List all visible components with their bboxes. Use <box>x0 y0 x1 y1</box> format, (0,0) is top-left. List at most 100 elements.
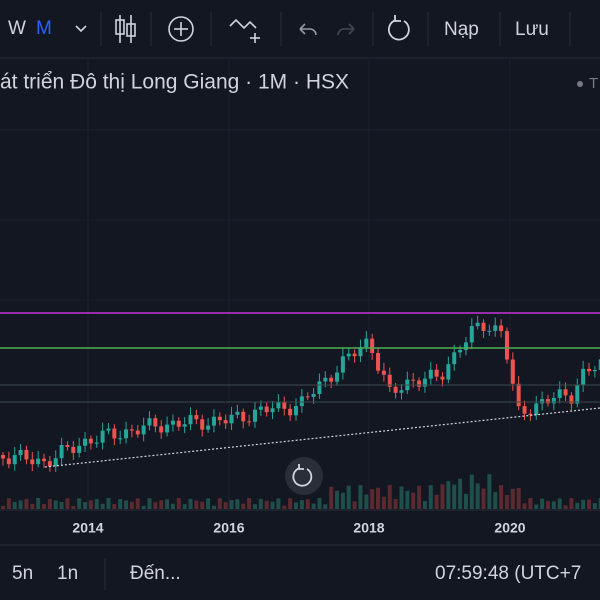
volume-bar <box>475 483 480 509</box>
candle-body <box>440 376 445 380</box>
volume-bar <box>53 500 58 509</box>
volume-bar <box>370 489 375 509</box>
candle-body <box>452 352 457 365</box>
load-button[interactable]: Nạp <box>444 19 479 40</box>
indicators-icon[interactable] <box>229 18 260 43</box>
candle-body <box>241 411 246 422</box>
volume-bar <box>499 485 504 509</box>
volume-bar <box>77 498 82 509</box>
candle-body <box>106 428 111 431</box>
volume-bar <box>493 492 498 509</box>
candle-body <box>422 378 427 387</box>
volume-bar <box>540 498 545 509</box>
candle-body <box>217 416 222 421</box>
save-button[interactable]: Lưu <box>515 19 549 40</box>
candle-body <box>499 325 504 332</box>
candle-body <box>563 389 568 396</box>
candle-body <box>598 359 600 370</box>
volume-bar <box>522 503 527 509</box>
candle-body <box>258 406 263 410</box>
volume-bar <box>592 503 597 509</box>
volume-bar <box>135 498 140 509</box>
volume-bar <box>71 505 76 509</box>
candle-body <box>569 395 574 404</box>
volume-bar <box>335 490 340 509</box>
candle-body <box>493 325 498 331</box>
volume-bar <box>65 498 70 509</box>
volume-bar <box>434 494 439 509</box>
candle-body <box>71 446 76 453</box>
volume-bar <box>147 498 152 509</box>
volume-bar <box>188 498 193 509</box>
range-button[interactable]: 1n <box>57 563 78 584</box>
volume-bar <box>563 505 568 509</box>
candle-body <box>12 455 17 465</box>
volume-bar <box>381 496 386 509</box>
volume-bar <box>557 498 562 509</box>
trend-line[interactable] <box>44 407 600 468</box>
header-label: T <box>589 75 598 92</box>
volume-bar <box>405 490 410 509</box>
x-axis-label: 2016 <box>213 520 244 536</box>
candle-body <box>200 419 205 430</box>
volume-bar <box>352 501 357 509</box>
volume-bar <box>516 487 521 509</box>
candle-body <box>370 338 375 353</box>
reset-icon[interactable] <box>387 15 410 41</box>
volume-bar <box>299 500 304 509</box>
volume-bar <box>153 502 158 509</box>
volume-bar <box>510 488 515 509</box>
volume-bar <box>399 486 404 509</box>
volume-bar <box>176 498 181 509</box>
volume-bar <box>182 504 187 509</box>
candle-body <box>252 409 257 422</box>
candle-body <box>352 353 357 357</box>
undo-icon[interactable] <box>299 23 317 36</box>
interval-button[interactable]: W <box>8 18 26 39</box>
candle-body <box>381 370 386 375</box>
volume-bar <box>323 504 328 509</box>
candle-body <box>153 418 158 427</box>
candle-body <box>147 418 152 426</box>
chart-type-icon[interactable] <box>115 15 136 43</box>
candle-body <box>118 438 123 440</box>
candle-body <box>458 349 463 353</box>
x-axis-label: 2014 <box>72 520 103 536</box>
volume-bar <box>481 488 486 509</box>
candle-body <box>504 331 509 360</box>
interval-button[interactable]: M <box>36 18 52 39</box>
candle-body <box>36 458 41 465</box>
candle-body <box>270 408 275 413</box>
volume-bar <box>1 506 5 509</box>
dropdown-icon[interactable] <box>75 25 87 33</box>
volume-bar <box>487 474 492 509</box>
volume-bar <box>294 502 298 509</box>
goto-button[interactable]: Đến... <box>130 563 181 584</box>
volume-bar <box>241 503 246 509</box>
candle-body <box>18 449 23 456</box>
candle-body <box>211 416 216 426</box>
scroll-reset-button[interactable] <box>285 457 323 495</box>
candle-body <box>587 368 591 372</box>
volume-bar <box>288 498 293 509</box>
x-axis-label: 2020 <box>494 520 525 536</box>
range-button[interactable]: 5n <box>12 563 33 584</box>
volume-bar <box>247 498 252 509</box>
candle-body <box>510 359 515 384</box>
compare-icon[interactable] <box>168 16 194 42</box>
candle-body <box>340 356 345 373</box>
candle-body <box>276 401 281 409</box>
volume-bar <box>88 500 93 509</box>
candle-body <box>428 369 433 379</box>
candle-body <box>329 377 334 382</box>
clock: 07:59:48 (UTC+7 <box>435 563 581 584</box>
candle-body <box>223 420 228 424</box>
redo-icon[interactable] <box>337 23 355 36</box>
candle-body <box>469 326 474 343</box>
candle-body <box>282 401 287 409</box>
candle-body <box>83 438 88 446</box>
candle-body <box>53 458 58 467</box>
candle-body <box>364 338 369 348</box>
